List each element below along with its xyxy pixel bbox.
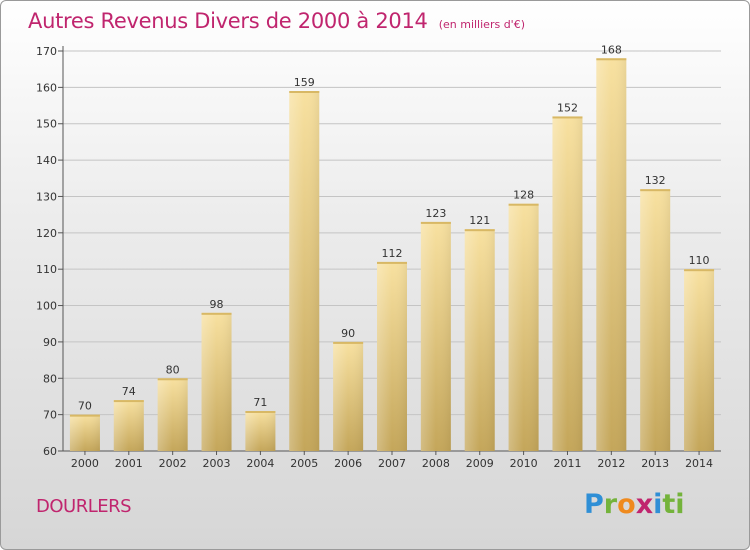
bar-top-edge	[640, 189, 671, 192]
bar-shade	[596, 58, 627, 451]
x-tick-label: 2007	[378, 457, 406, 470]
x-tick-label: 2013	[641, 457, 669, 470]
x-tick-label: 2009	[466, 457, 494, 470]
x-tick-label: 2001	[115, 457, 143, 470]
bar-shade	[640, 189, 671, 451]
y-tick-label: 60	[43, 445, 57, 458]
logo-letter: ti	[662, 489, 685, 520]
logo-letter: P	[584, 489, 604, 520]
x-tick-label: 2008	[422, 457, 450, 470]
x-tick-label: 2014	[685, 457, 713, 470]
data-labels: 70 74 80 98 71 159 90 112 123 121 128 152 168 132 110	[78, 43, 710, 412]
bar-top-edge	[464, 229, 495, 232]
data-label: 132	[645, 174, 666, 187]
y-tick-label: 120	[36, 227, 57, 240]
bar-shade	[245, 411, 276, 451]
proxiti-logo: Proxiti	[584, 489, 685, 520]
place-name: DOURLERS	[36, 496, 132, 517]
logo-letter: i	[653, 489, 663, 520]
x-tick-label: 2006	[334, 457, 362, 470]
y-tick-label: 90	[43, 336, 57, 349]
x-tick-label: 2000	[71, 457, 99, 470]
logo-letter: o	[617, 489, 636, 520]
x-tick-label: 2012	[597, 457, 625, 470]
data-label: 112	[382, 247, 403, 260]
y-tick-label: 80	[43, 372, 57, 385]
x-tick-label: 2003	[203, 457, 231, 470]
x-tick-label: 2004	[246, 457, 274, 470]
y-tick-label: 70	[43, 409, 57, 422]
bar-shade	[420, 221, 451, 451]
y-tick-label: 130	[36, 190, 57, 203]
bar-top-edge	[201, 312, 232, 315]
x-tick-label: 2010	[510, 457, 538, 470]
y-tick-label: 150	[36, 118, 57, 131]
data-label: 159	[294, 76, 315, 89]
bar-shade	[69, 414, 100, 451]
bar-shade	[464, 229, 495, 451]
bar-top-edge	[377, 261, 407, 264]
bar-top-edge	[245, 411, 276, 413]
y-tick-label: 170	[36, 45, 57, 58]
x-tick-label: 2005	[290, 457, 318, 470]
bar-top-edge	[552, 116, 583, 119]
y-tick-label: 160	[36, 81, 57, 94]
bar-top-edge	[684, 269, 715, 272]
data-label: 71	[253, 396, 267, 409]
bar-top-edge	[596, 58, 627, 61]
bar-shade	[333, 341, 364, 451]
bar-top-edge	[113, 400, 144, 403]
bar-shade	[201, 312, 232, 451]
bar-top-edge	[333, 341, 364, 344]
logo-letter: x	[635, 489, 654, 520]
data-label: 128	[513, 189, 534, 202]
data-label: 121	[469, 214, 490, 227]
bar-shade	[508, 203, 539, 451]
chart-subtitle: (en milliers d'€)	[438, 18, 525, 31]
y-tick-label: 100	[36, 300, 57, 313]
bars	[69, 58, 715, 452]
bar-top-edge	[508, 203, 539, 206]
bar-shade	[157, 378, 188, 451]
data-label: 152	[557, 101, 578, 114]
chart-title-block: Autres Revenus Divers de 2000 à 2014 (en…	[28, 9, 525, 33]
data-label: 168	[601, 43, 622, 56]
bar-shade	[377, 261, 407, 451]
bar-shade	[289, 91, 320, 451]
x-tick-label: 2011	[553, 457, 581, 470]
y-tick-label: 110	[36, 263, 57, 276]
bar-top-edge	[420, 221, 451, 224]
bar-top-edge	[157, 378, 188, 381]
bar-top-edge	[289, 91, 320, 93]
data-label: 110	[689, 254, 710, 267]
chart-title: Autres Revenus Divers de 2000 à 2014	[28, 9, 428, 33]
data-label: 98	[210, 298, 224, 311]
bar-shade	[113, 400, 144, 451]
bar-shade	[684, 269, 715, 451]
bar-top-edge	[69, 414, 100, 417]
data-label: 80	[166, 363, 180, 376]
x-tick-label: 2002	[159, 457, 187, 470]
data-label: 70	[78, 400, 92, 413]
data-label: 123	[425, 207, 446, 220]
data-label: 90	[341, 327, 355, 340]
data-label: 74	[122, 385, 136, 398]
y-tick-label: 140	[36, 154, 57, 167]
logo-letter: r	[603, 489, 618, 520]
bar-shade	[552, 116, 583, 452]
